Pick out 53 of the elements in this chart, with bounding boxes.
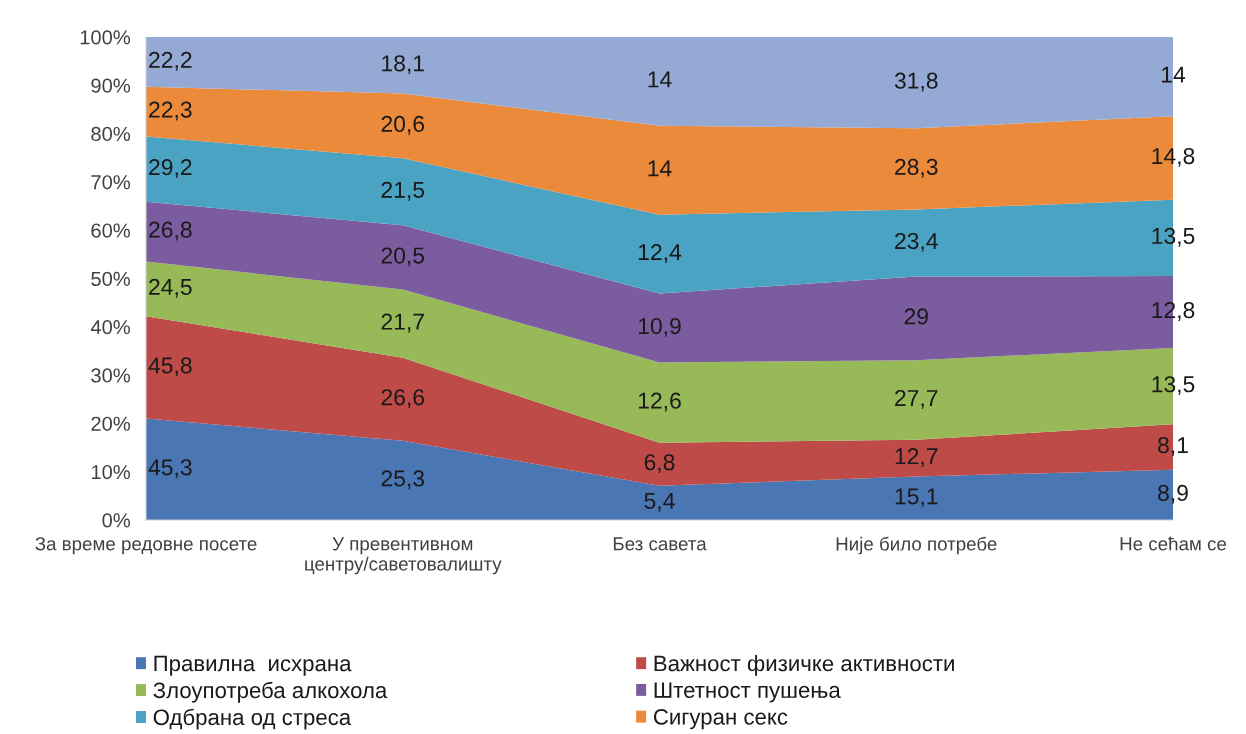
y-tick-label: 60%: [91, 223, 131, 238]
y-tick-label: 90%: [91, 78, 131, 93]
legend-label: Важност физичке активности: [654, 655, 954, 676]
annotation: 15,1: [895, 488, 938, 508]
y-tick-label: 50%: [91, 271, 131, 286]
annotation: 21,7: [381, 313, 424, 333]
annotation: 20,5: [381, 247, 425, 267]
legend-label: Штетност пушења: [654, 682, 841, 703]
legend-label: Одбрана од стреса: [153, 708, 352, 730]
legend-label: Правилна исхрана: [154, 655, 352, 676]
y-tick-label: 100%: [80, 30, 131, 45]
y-tick-label: 0%: [102, 513, 131, 528]
annotation: 29: [904, 308, 928, 325]
x-tick-label: У превентивном центру/саветовалишту: [305, 537, 502, 575]
annotation: 21,5: [381, 181, 425, 201]
annotation: 24,5: [149, 278, 192, 298]
annotation: 45,8: [148, 357, 192, 377]
annotation: 8,9: [1158, 484, 1188, 504]
annotation: 14: [648, 71, 672, 88]
annotation: 29,2: [149, 159, 192, 178]
annotation: 26,8: [149, 221, 192, 241]
y-tick-label: 30%: [91, 368, 131, 383]
annotation: 12,4: [638, 244, 682, 263]
annotation: 12,7: [895, 448, 938, 468]
annotation: 45,3: [148, 459, 192, 479]
annotation: 28,3: [895, 158, 938, 178]
annotation: 6,8: [644, 454, 675, 474]
x-tick-label: За време редовне посете: [35, 537, 257, 555]
annotation: 25,3: [381, 470, 425, 490]
x-tick-label: Без савета: [613, 537, 707, 551]
annotation: 22,2: [149, 51, 192, 71]
legend-label: Злоупотреба алкохола: [153, 681, 388, 703]
annotation: 26,6: [381, 389, 425, 409]
y-tick-label: 80%: [91, 126, 131, 142]
annotation: 23,4: [895, 232, 938, 252]
annotation: 5,4: [644, 493, 675, 512]
y-tick-label: 70%: [91, 175, 131, 190]
annotation: 20,6: [381, 115, 425, 135]
annotation: 8,1: [1158, 436, 1188, 456]
annotation: 12,6: [638, 392, 681, 412]
annotation: 18,1: [382, 55, 424, 75]
x-tick-label: Не сећам се: [1120, 536, 1227, 551]
x-tick-label: Није било потребе: [836, 536, 997, 555]
y-tick-label: 20%: [91, 416, 131, 431]
annotation: 14: [648, 160, 672, 177]
annotation: 10,9: [638, 317, 681, 337]
legend-label: Сигуран секс: [653, 709, 788, 730]
annotation: 14: [1162, 66, 1186, 83]
annotation: 31,8: [894, 72, 938, 92]
y-tick-label: 10%: [91, 464, 131, 480]
annotation: 22,3: [149, 101, 192, 121]
annotation: 27,7: [895, 389, 938, 409]
y-tick-label: 40%: [90, 320, 131, 335]
